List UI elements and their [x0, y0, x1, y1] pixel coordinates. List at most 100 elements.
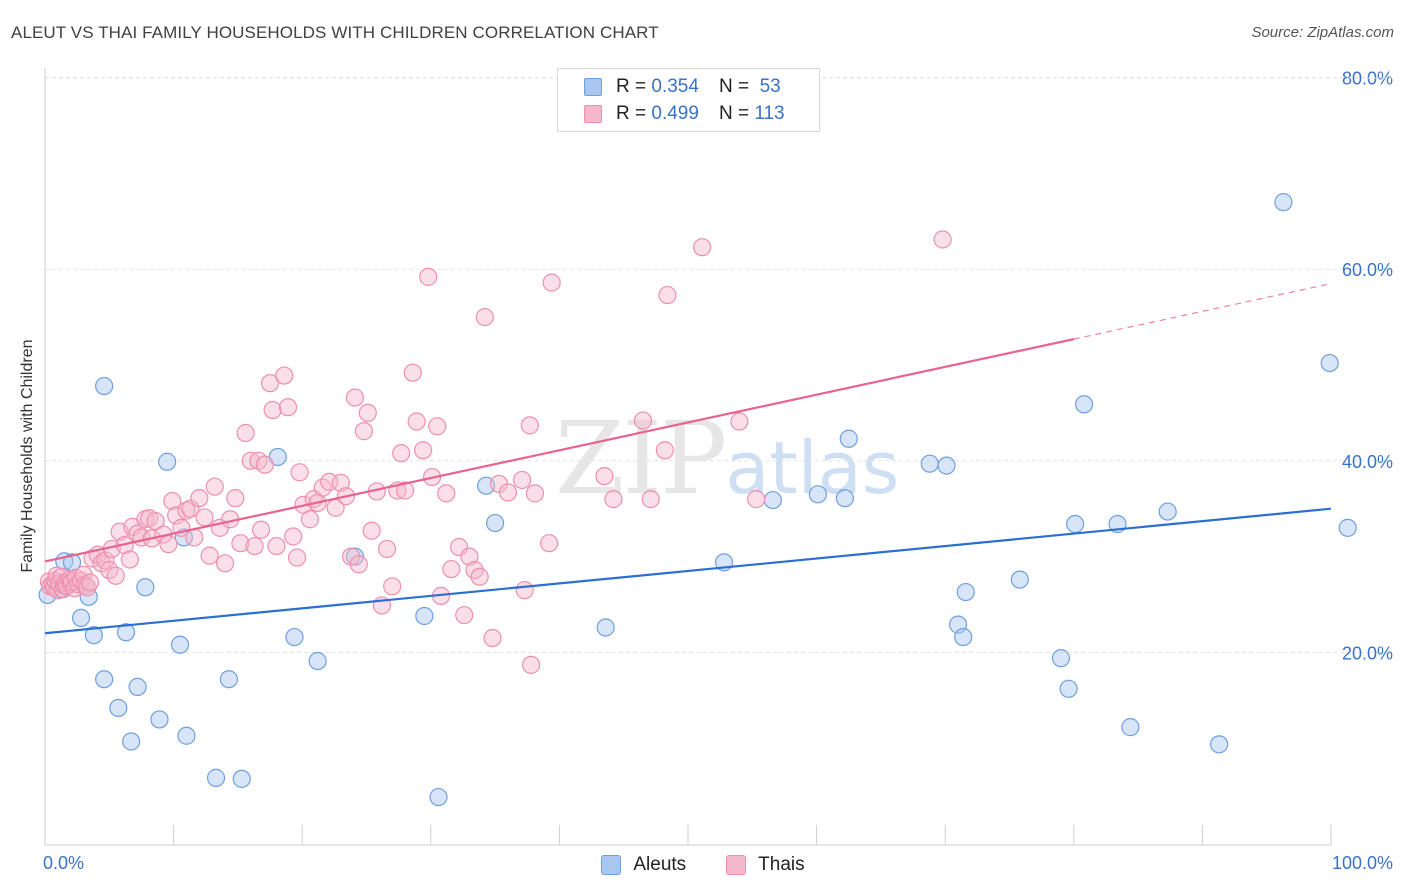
aleut-point — [1320, 353, 1339, 373]
y-tick-label: 60.0% — [1342, 260, 1393, 280]
aleut-trendline — [44, 507, 1332, 635]
aleut-point — [1074, 395, 1094, 414]
aleut-point — [956, 582, 975, 602]
thai-point — [428, 417, 447, 436]
aleut-point — [170, 635, 190, 654]
thai-point — [498, 483, 518, 502]
thai-point — [354, 422, 374, 441]
legend-item-aleuts[interactable]: Aleuts — [601, 854, 686, 876]
thai-point — [362, 521, 381, 540]
aleut-point — [937, 456, 956, 475]
thai-point — [278, 398, 298, 417]
thai-point — [658, 285, 677, 305]
aleut-point — [1210, 735, 1229, 754]
thai-point — [395, 481, 415, 500]
series-legend: Aleuts Thais — [0, 852, 1406, 878]
aleut-point — [206, 768, 226, 787]
aleut-point — [79, 587, 98, 606]
y-tick-label: 20.0% — [1342, 643, 1393, 663]
legend-n-value: 53 — [759, 76, 781, 97]
aleut-point — [596, 618, 615, 637]
legend-item-thais[interactable]: Thais — [726, 854, 805, 876]
aleut-point — [136, 578, 155, 597]
thai-point — [263, 400, 282, 420]
thai-point — [284, 527, 303, 546]
thai-point — [475, 308, 494, 327]
thai-point — [106, 566, 125, 585]
thai-trendline-extension — [1073, 282, 1332, 340]
thai-point — [181, 499, 200, 518]
thai-point — [163, 491, 182, 511]
thai-point — [345, 388, 365, 407]
aleut-point — [116, 623, 136, 642]
legend-label-aleuts: Aleuts — [633, 854, 687, 875]
legend-n-label: N = — [718, 103, 750, 124]
thai-point — [520, 416, 539, 435]
aleut-point — [1121, 718, 1140, 737]
aleut-point — [920, 454, 939, 473]
thai-point — [437, 484, 456, 503]
thai-point — [522, 655, 541, 674]
legend-r-value: 0.499 — [651, 103, 699, 124]
aleut-point — [1274, 193, 1293, 212]
aleut-point — [486, 513, 505, 533]
legend-swatch-aleuts — [601, 855, 622, 875]
thai-point — [483, 628, 502, 648]
thai-point — [460, 547, 479, 566]
thai-point — [300, 510, 320, 529]
aleut-point — [62, 553, 82, 572]
aleut-point — [1051, 649, 1071, 668]
aleut-point — [128, 677, 147, 696]
legend-r-value: 0.354 — [651, 76, 699, 97]
thai-point — [525, 484, 545, 503]
thai-point — [241, 451, 260, 470]
aleut-point — [285, 627, 304, 647]
aleut-point — [71, 608, 91, 628]
aleut-point — [219, 670, 238, 689]
source-label: Source: ZipAtlas.com — [1251, 24, 1394, 41]
legend-swatch-thais — [726, 855, 747, 875]
thai-point — [231, 534, 250, 553]
thai-point — [80, 573, 100, 592]
aleut-point — [95, 376, 114, 396]
thai-point — [190, 489, 209, 508]
thai-point — [255, 455, 275, 474]
x-tick-label: 100.0% — [1332, 853, 1393, 873]
y-tick-label: 40.0% — [1342, 452, 1393, 472]
thai-point — [146, 512, 165, 531]
thai-point — [595, 467, 614, 486]
aleut-point — [839, 429, 858, 448]
aleut-point — [808, 485, 827, 504]
aleut-point — [954, 627, 973, 647]
thai-point — [331, 473, 350, 492]
thai-point — [205, 477, 224, 496]
legend-swatch-aleuts — [584, 78, 602, 96]
thai-point — [358, 403, 377, 422]
thai-trendline — [44, 338, 1075, 563]
thai-point — [604, 490, 623, 509]
x-tick-label: 0.0% — [43, 853, 84, 873]
legend-n-label: N = — [718, 76, 750, 97]
aleut-point — [95, 670, 114, 689]
aleut-point — [150, 710, 169, 729]
thai-point — [542, 273, 561, 292]
thai-point — [120, 550, 139, 569]
stats-legend: R = 0.354 N = 53 R = 0.499 N = 113 — [557, 68, 820, 132]
thai-point — [275, 366, 294, 385]
thai-point — [195, 508, 214, 527]
thai-point — [413, 441, 433, 460]
thai-point — [245, 536, 264, 556]
thai-point — [392, 444, 411, 463]
thai-point — [513, 470, 532, 490]
y-tick-label: 80.0% — [1342, 69, 1393, 89]
aleut-point — [415, 606, 434, 626]
aleut-point — [84, 626, 103, 645]
thai-point — [655, 441, 674, 460]
aleut-point — [429, 787, 448, 807]
chart-title: ALEUT VS THAI FAMILY HOUSEHOLDS WITH CHI… — [11, 23, 659, 42]
thai-point — [78, 578, 97, 597]
thai-point — [200, 546, 219, 565]
legend-r-label: R = — [616, 76, 647, 97]
thai-point — [419, 267, 438, 286]
